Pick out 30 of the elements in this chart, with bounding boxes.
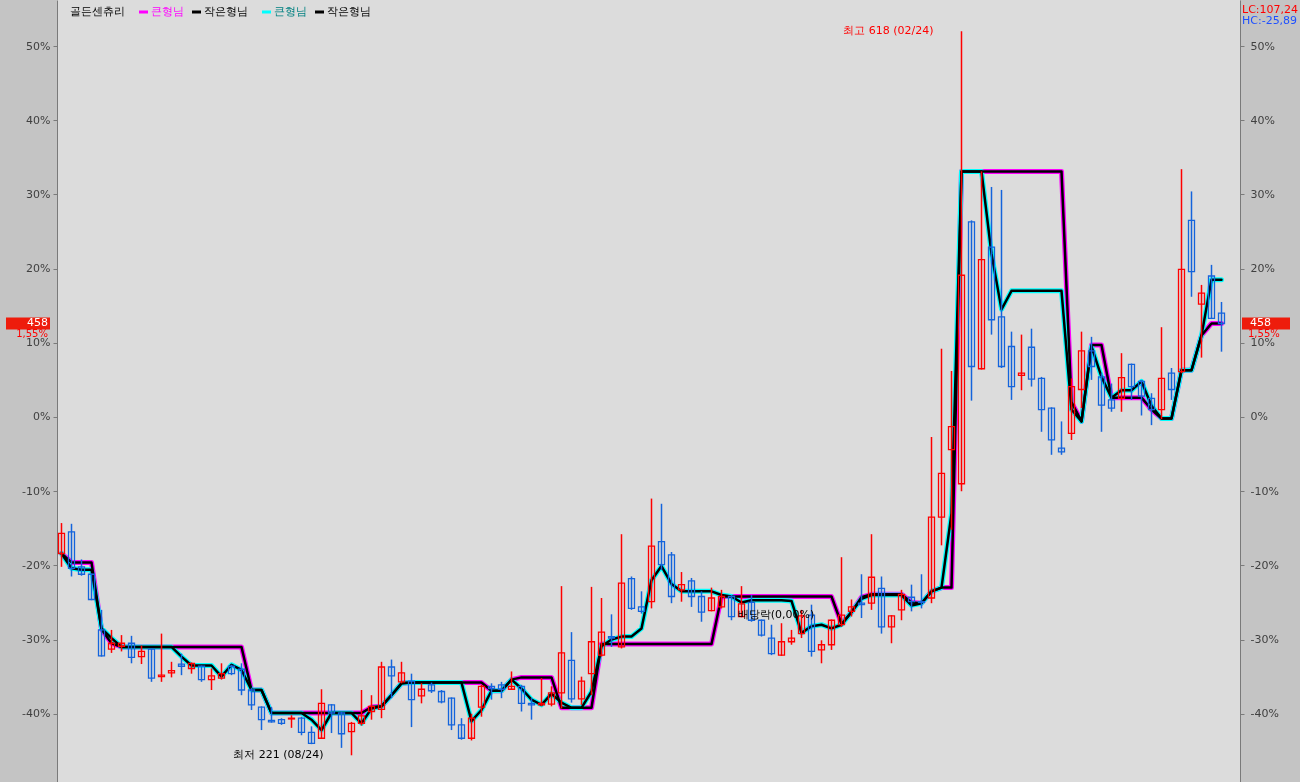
y-tick-label: 20% [26,262,51,276]
y-tick-label: -30% [22,633,51,647]
y2-tick-label: -30% [1250,633,1279,647]
legend-title: 골든센츄리 [70,5,125,18]
legend-label: 큰형님 [151,5,184,18]
y-tick-label: 30% [26,187,51,201]
text: LC:107,24 [1242,3,1299,16]
y2-tick-label: -20% [1250,558,1279,572]
y-tick-label: 10% [26,336,51,350]
y2-tick-label: 50% [1250,39,1275,53]
text: 458 [1250,316,1271,330]
legend-label: 작은형님 [327,5,371,18]
y2-tick-label: 0% [1250,410,1268,424]
y-tick-label: 40% [26,113,51,127]
y-tick-label: -40% [22,707,51,721]
text: 458 [27,316,48,330]
y-tick-label: 50% [26,39,51,53]
y2-tick-label: -10% [1250,484,1279,498]
y2-tick-label: 20% [1250,262,1275,276]
legend-label: 큰형님 [274,5,307,18]
y-tick-label: -20% [22,558,51,572]
y2-tick-label: 30% [1250,187,1275,201]
text: HC:-25,89 [1242,14,1298,27]
y2-tick-label: -40% [1250,707,1279,721]
y-tick-label: 0% [33,410,51,424]
y-tick-label: -10% [22,484,51,498]
annotation: 최저 221 (08/24) [233,748,324,762]
y2-tick-label: 40% [1250,113,1275,127]
annotation: 최고 618 (02/24) [843,24,934,38]
legend-label: 작은형님 [204,5,248,18]
